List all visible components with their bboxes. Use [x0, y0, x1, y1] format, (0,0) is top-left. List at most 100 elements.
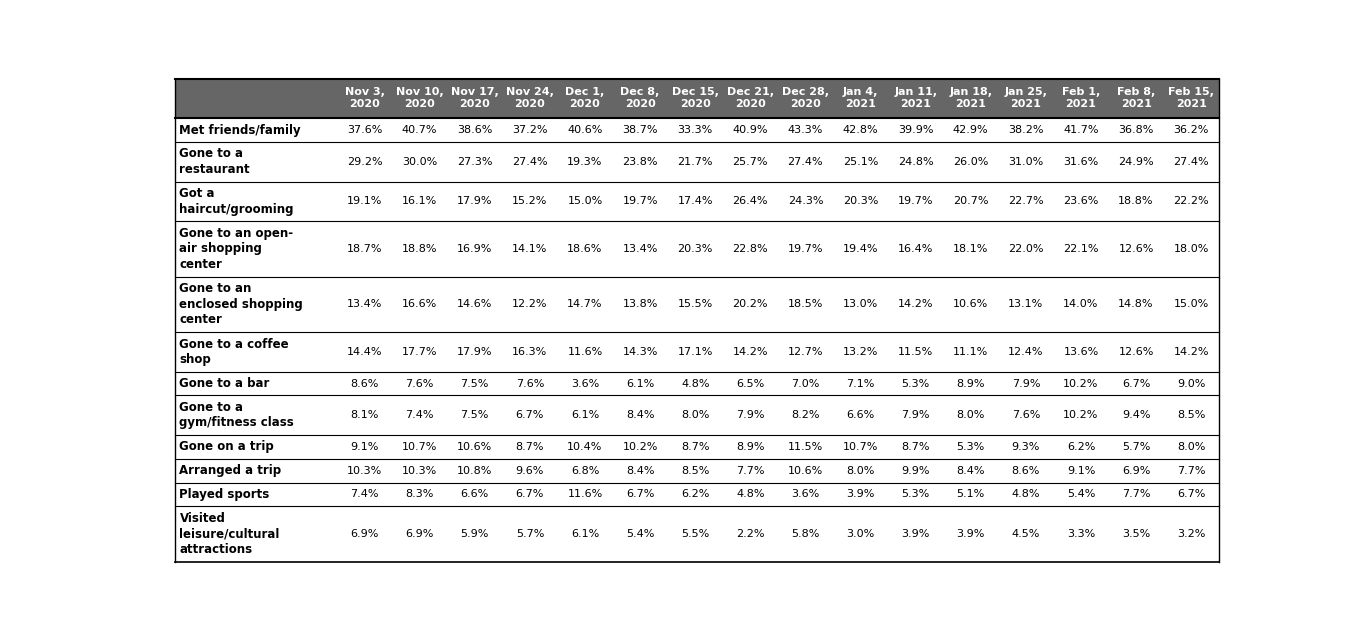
Bar — [175, 459, 1219, 482]
Text: 7.6%: 7.6% — [515, 378, 544, 389]
Text: 7.7%: 7.7% — [736, 466, 764, 476]
Text: 19.7%: 19.7% — [623, 197, 658, 206]
Text: 22.8%: 22.8% — [733, 244, 768, 254]
Text: 12.6%: 12.6% — [1118, 347, 1153, 357]
Text: 19.7%: 19.7% — [787, 244, 823, 254]
Text: 14.7%: 14.7% — [567, 299, 602, 309]
Text: 15.0%: 15.0% — [1174, 299, 1209, 309]
Text: 8.9%: 8.9% — [956, 378, 985, 389]
Text: Gone to a coffee
shop: Gone to a coffee shop — [180, 338, 290, 366]
Text: 23.6%: 23.6% — [1064, 197, 1099, 206]
Text: 23.8%: 23.8% — [623, 157, 658, 167]
Text: 17.7%: 17.7% — [403, 347, 438, 357]
Text: 22.0%: 22.0% — [1008, 244, 1043, 254]
Text: 31.0%: 31.0% — [1008, 157, 1043, 167]
Text: 8.6%: 8.6% — [1012, 466, 1040, 476]
Text: 8.9%: 8.9% — [736, 442, 764, 452]
Text: 10.2%: 10.2% — [623, 442, 658, 452]
Text: 33.3%: 33.3% — [677, 125, 713, 135]
Text: 5.3%: 5.3% — [902, 378, 930, 389]
Text: Feb 8,
2021: Feb 8, 2021 — [1117, 87, 1155, 109]
Text: 8.7%: 8.7% — [515, 442, 544, 452]
Text: Gone to a bar: Gone to a bar — [180, 377, 269, 390]
Text: 5.3%: 5.3% — [956, 442, 985, 452]
Text: Dec 8,
2020: Dec 8, 2020 — [620, 87, 660, 109]
Text: 7.0%: 7.0% — [792, 378, 820, 389]
Bar — [175, 396, 1219, 435]
Text: 10.2%: 10.2% — [1064, 410, 1099, 420]
Text: 27.4%: 27.4% — [1174, 157, 1209, 167]
Text: 4.8%: 4.8% — [1012, 489, 1040, 500]
Text: 15.2%: 15.2% — [513, 197, 548, 206]
Text: 8.0%: 8.0% — [956, 410, 985, 420]
Text: 7.4%: 7.4% — [351, 489, 379, 500]
Text: 8.0%: 8.0% — [1176, 442, 1205, 452]
Text: 10.7%: 10.7% — [843, 442, 879, 452]
Text: Dec 21,
2020: Dec 21, 2020 — [726, 87, 774, 109]
Text: 5.5%: 5.5% — [681, 529, 710, 539]
Text: 11.5%: 11.5% — [898, 347, 933, 357]
Text: 20.3%: 20.3% — [843, 197, 879, 206]
Text: 26.4%: 26.4% — [733, 197, 768, 206]
Text: 7.7%: 7.7% — [1176, 466, 1205, 476]
Bar — [175, 276, 1219, 332]
Text: 36.2%: 36.2% — [1174, 125, 1209, 135]
Text: Met friends/family: Met friends/family — [180, 124, 301, 136]
Text: 38.6%: 38.6% — [457, 125, 492, 135]
Text: 13.6%: 13.6% — [1064, 347, 1099, 357]
Text: 5.8%: 5.8% — [792, 529, 820, 539]
Text: 6.7%: 6.7% — [1176, 489, 1205, 500]
Text: 11.6%: 11.6% — [567, 347, 602, 357]
Text: 6.5%: 6.5% — [736, 378, 764, 389]
Text: 13.8%: 13.8% — [623, 299, 658, 309]
Text: 7.9%: 7.9% — [736, 410, 764, 420]
Text: 17.9%: 17.9% — [457, 347, 492, 357]
Text: 5.1%: 5.1% — [956, 489, 985, 500]
Text: 14.2%: 14.2% — [898, 299, 933, 309]
Text: 13.4%: 13.4% — [623, 244, 658, 254]
Text: 30.0%: 30.0% — [403, 157, 438, 167]
Text: 6.8%: 6.8% — [571, 466, 600, 476]
Text: 12.7%: 12.7% — [787, 347, 823, 357]
Text: 27.4%: 27.4% — [513, 157, 548, 167]
Text: 8.0%: 8.0% — [846, 466, 874, 476]
Text: 8.3%: 8.3% — [405, 489, 434, 500]
Bar — [175, 482, 1219, 507]
Text: 18.8%: 18.8% — [403, 244, 438, 254]
Text: 18.8%: 18.8% — [1118, 197, 1153, 206]
Text: 25.1%: 25.1% — [843, 157, 879, 167]
Text: 16.9%: 16.9% — [457, 244, 492, 254]
Text: 7.5%: 7.5% — [461, 410, 490, 420]
Text: Visited
leisure/cultural
attractions: Visited leisure/cultural attractions — [180, 512, 280, 556]
Bar — [175, 435, 1219, 459]
Text: 12.2%: 12.2% — [513, 299, 548, 309]
Text: 7.9%: 7.9% — [902, 410, 930, 420]
Text: 8.7%: 8.7% — [902, 442, 930, 452]
Text: 42.8%: 42.8% — [843, 125, 879, 135]
Text: 9.3%: 9.3% — [1012, 442, 1040, 452]
Text: 6.1%: 6.1% — [571, 410, 600, 420]
Text: 24.8%: 24.8% — [898, 157, 933, 167]
Text: Gone to an
enclosed shopping
center: Gone to an enclosed shopping center — [180, 282, 303, 327]
Text: 16.4%: 16.4% — [898, 244, 933, 254]
Bar — [175, 372, 1219, 396]
Text: 5.9%: 5.9% — [461, 529, 490, 539]
Text: 13.0%: 13.0% — [843, 299, 879, 309]
Text: 9.4%: 9.4% — [1122, 410, 1151, 420]
Text: Nov 10,
2020: Nov 10, 2020 — [396, 87, 443, 109]
Text: 7.7%: 7.7% — [1122, 489, 1151, 500]
Text: 20.3%: 20.3% — [677, 244, 713, 254]
Text: 8.1%: 8.1% — [351, 410, 378, 420]
Text: 7.1%: 7.1% — [846, 378, 874, 389]
Text: 6.2%: 6.2% — [681, 489, 710, 500]
Text: 8.4%: 8.4% — [956, 466, 985, 476]
Text: 40.9%: 40.9% — [733, 125, 768, 135]
Text: 22.7%: 22.7% — [1008, 197, 1043, 206]
Text: 18.0%: 18.0% — [1174, 244, 1209, 254]
Text: 27.4%: 27.4% — [787, 157, 823, 167]
Text: 8.5%: 8.5% — [1176, 410, 1205, 420]
Text: Gone to a
restaurant: Gone to a restaurant — [180, 148, 250, 176]
Text: 6.9%: 6.9% — [405, 529, 434, 539]
Text: 37.2%: 37.2% — [513, 125, 548, 135]
Text: 36.8%: 36.8% — [1118, 125, 1153, 135]
